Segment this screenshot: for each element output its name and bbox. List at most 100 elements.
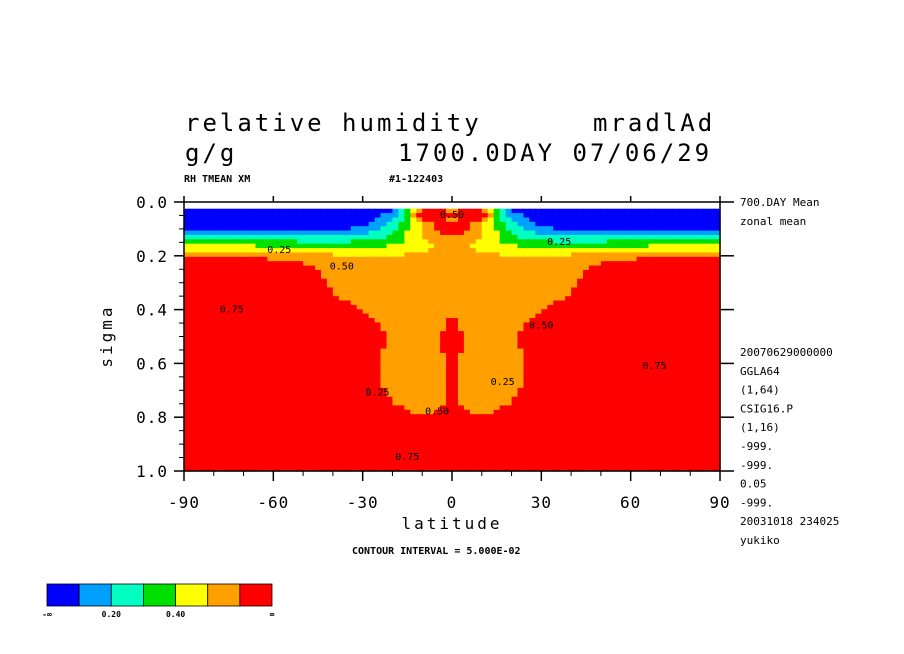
- heatmap-cell: [446, 352, 453, 358]
- heatmap-cell: [374, 409, 382, 415]
- heatmap-cell: [225, 401, 233, 407]
- heatmap-cell: [630, 217, 638, 223]
- heatmap-cell: [499, 208, 507, 214]
- heatmap-cell: [469, 387, 477, 393]
- heatmap-cell: [690, 396, 697, 402]
- heatmap-cell: [434, 335, 441, 341]
- heatmap-cell: [511, 344, 519, 350]
- heatmap-cell: [195, 304, 203, 310]
- heatmap-cell: [344, 444, 352, 450]
- heatmap-cell: [583, 401, 590, 407]
- heatmap-cell: [219, 414, 227, 420]
- heatmap-cell: [583, 313, 590, 319]
- heatmap-cell: [338, 396, 346, 402]
- heatmap-cell: [612, 418, 620, 424]
- heatmap-cell: [434, 256, 441, 262]
- heatmap-cell: [422, 269, 429, 275]
- heatmap-cell: [356, 213, 364, 219]
- heatmap-cell: [523, 300, 531, 306]
- heatmap-cell: [267, 392, 274, 398]
- heatmap-cell: [463, 387, 471, 393]
- heatmap-cell: [505, 234, 513, 240]
- heatmap-cell: [654, 431, 662, 437]
- heatmap-cell: [410, 221, 417, 227]
- heatmap-cell: [410, 401, 417, 407]
- heatmap-cell: [463, 221, 471, 227]
- heatmap-cell: [594, 379, 602, 385]
- heatmap-cell: [672, 392, 679, 398]
- heatmap-cell: [475, 291, 483, 297]
- heatmap-cell: [511, 444, 519, 450]
- heatmap-cell: [702, 256, 709, 262]
- heatmap-cell: [273, 396, 280, 402]
- heatmap-cell: [678, 418, 685, 424]
- heatmap-cell: [642, 335, 650, 341]
- heatmap-cell: [398, 396, 405, 402]
- heatmap-cell: [517, 278, 525, 284]
- heatmap-cell: [320, 339, 328, 345]
- heatmap-cell: [463, 278, 471, 284]
- heatmap-cell: [207, 405, 215, 411]
- heatmap-cell: [690, 440, 697, 446]
- heatmap-cell: [475, 322, 483, 328]
- heatmap-cell: [672, 361, 679, 367]
- heatmap-cell: [332, 313, 340, 319]
- heatmap-cell: [463, 357, 471, 363]
- heatmap-cell: [606, 234, 614, 240]
- heatmap-cell: [392, 339, 399, 345]
- heatmap-cell: [279, 335, 286, 341]
- heatmap-cell: [452, 318, 459, 323]
- heatmap-cell: [672, 239, 679, 245]
- heatmap-cell: [452, 304, 459, 310]
- heatmap-cell: [690, 344, 697, 350]
- heatmap-cell: [606, 269, 614, 275]
- heatmap-cell: [481, 401, 489, 407]
- heatmap-cell: [225, 396, 233, 402]
- heatmap-cell: [243, 392, 251, 398]
- heatmap-cell: [338, 213, 346, 219]
- heatmap-cell: [285, 283, 292, 289]
- heatmap-cell: [338, 436, 346, 441]
- heatmap-cell: [559, 331, 566, 337]
- heatmap-cell: [547, 226, 554, 232]
- heatmap-cell: [630, 352, 638, 358]
- heatmap-cell: [583, 392, 590, 398]
- heatmap-cell: [303, 274, 310, 280]
- heatmap-cell: [273, 374, 280, 380]
- heatmap-cell: [320, 427, 328, 433]
- heatmap-cell: [189, 243, 197, 249]
- heatmap-cell: [344, 357, 352, 363]
- heatmap-cell: [291, 409, 298, 415]
- heatmap-cell: [624, 444, 632, 450]
- heatmap-cell: [702, 300, 709, 306]
- heatmap-cell: [606, 422, 614, 428]
- heatmap-cell: [481, 265, 489, 271]
- heatmap-cell: [624, 335, 632, 341]
- heatmap-cell: [535, 234, 542, 240]
- heatmap-cell: [338, 370, 346, 376]
- heatmap-cell: [249, 370, 257, 376]
- heatmap-cell: [422, 239, 429, 245]
- heatmap-cell: [350, 221, 358, 227]
- heatmap-cell: [505, 383, 513, 389]
- heatmap-cell: [219, 274, 227, 280]
- heatmap-cell: [505, 283, 513, 289]
- heatmap-cell: [523, 326, 531, 332]
- heatmap-cell: [672, 300, 679, 306]
- heatmap-cell: [219, 344, 227, 350]
- heatmap-cell: [326, 427, 334, 433]
- heatmap-cell: [618, 313, 626, 319]
- heatmap-cell: [184, 431, 191, 437]
- heatmap-cell: [374, 287, 382, 293]
- heatmap-cell: [344, 230, 352, 236]
- heatmap-cell: [600, 239, 608, 245]
- heatmap-cell: [184, 313, 191, 319]
- heatmap-cell: [463, 322, 471, 328]
- heatmap-cell: [648, 234, 656, 240]
- heatmap-cell: [499, 387, 507, 393]
- heatmap-cell: [642, 278, 650, 284]
- heatmap-cell: [511, 217, 519, 223]
- heatmap-cell: [446, 339, 453, 345]
- heatmap-cell: [320, 366, 328, 372]
- heatmap-cell: [332, 278, 340, 284]
